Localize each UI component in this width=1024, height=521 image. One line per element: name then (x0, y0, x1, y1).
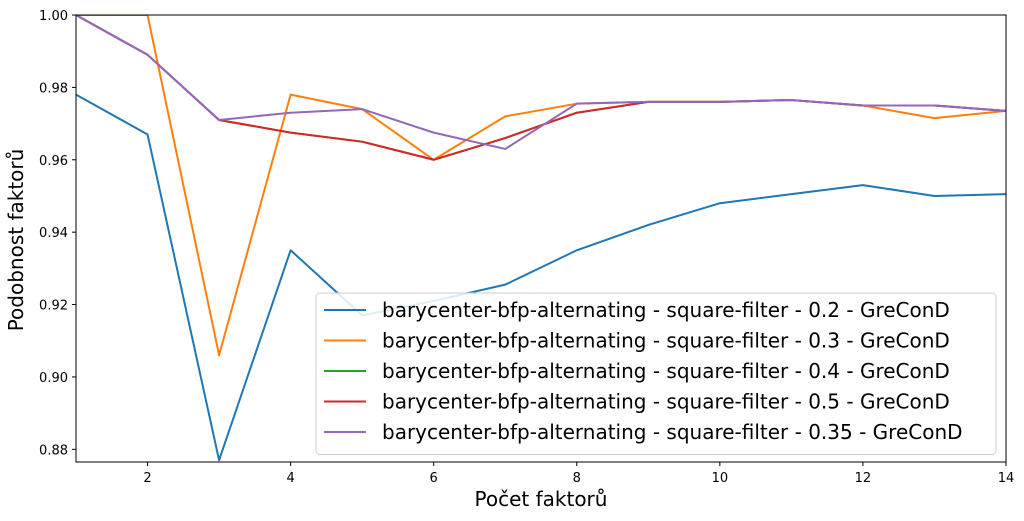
series-line-1 (76, 93, 1006, 462)
x-tick-label: 4 (286, 471, 294, 486)
y-tick-label: 0.98 (39, 81, 68, 96)
y-axis-title: Podobnost faktorů (4, 149, 28, 332)
x-tick-label: 12 (855, 471, 872, 486)
legend-label: barycenter-bfp-alternating - square-filt… (382, 329, 950, 353)
y-tick-label: 0.90 (39, 371, 68, 386)
y-tick-label: 0.94 (39, 226, 68, 241)
x-tick-label: 14 (998, 471, 1015, 486)
x-tick-label: 10 (712, 471, 729, 486)
x-tick-label: 8 (573, 471, 581, 486)
legend-label: barycenter-bfp-alternating - square-filt… (382, 298, 950, 322)
y-tick-label: 0.92 (39, 299, 68, 314)
plot-frame (75, 14, 1007, 463)
series-layer (76, 15, 1006, 462)
y-tick-label: 1.00 (39, 9, 68, 24)
series-line-5 (76, 15, 1006, 150)
legend: barycenter-bfp-alternating - square-filt… (315, 292, 997, 455)
legend-label: barycenter-bfp-alternating - square-filt… (382, 359, 950, 383)
x-tick-label: 6 (430, 471, 438, 486)
legend-box (315, 292, 997, 455)
legend-label: barycenter-bfp-alternating - square-filt… (382, 420, 963, 444)
x-tick-label: 2 (143, 471, 151, 486)
ticks-layer: 2 4 6 8 10 12 14 0.88 0.90 0.92 0.94 0.96 0.98 1.00 (39, 9, 1014, 486)
y-tick-label: 0.88 (39, 443, 68, 458)
y-tick-label: 0.96 (39, 154, 68, 169)
x-axis-title: Počet faktorů (475, 487, 608, 511)
legend-label: barycenter-bfp-alternating - square-filt… (382, 390, 950, 414)
